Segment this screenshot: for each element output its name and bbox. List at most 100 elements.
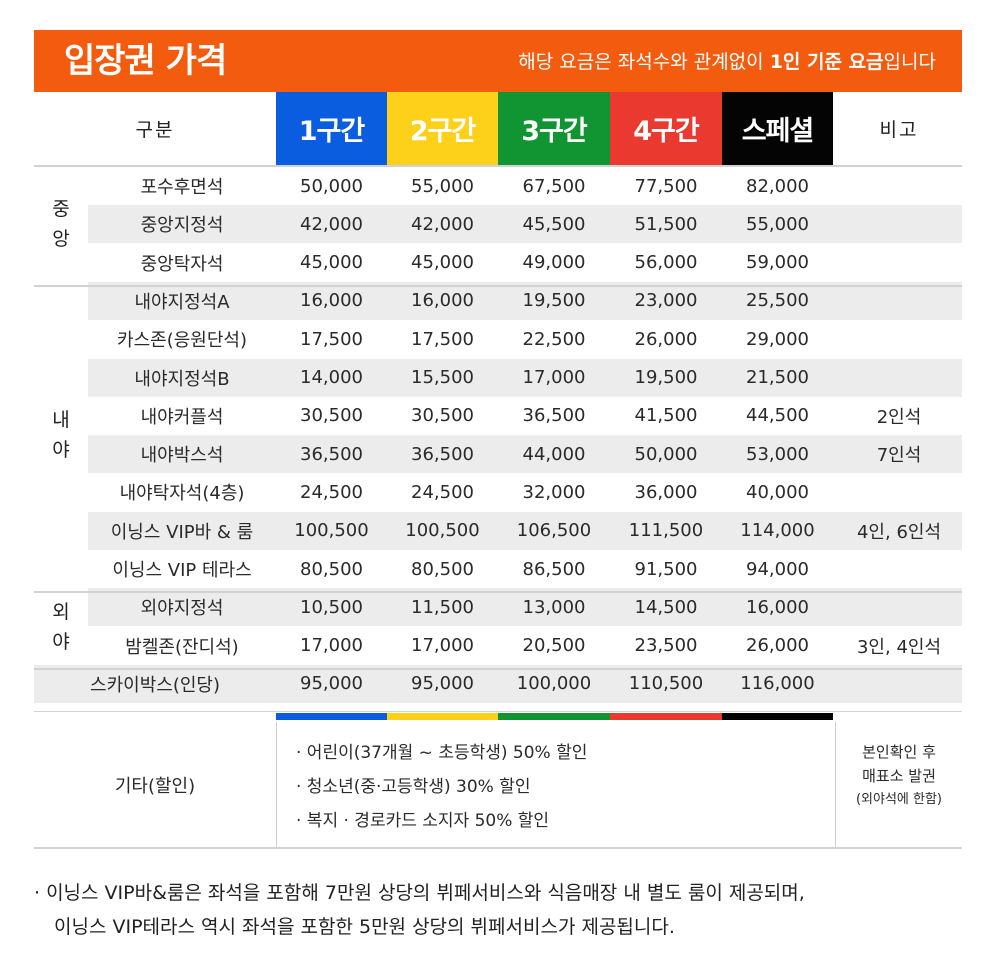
price-cell: 21,500 <box>746 367 809 388</box>
seat-name: 내야커플석 <box>140 406 224 428</box>
price-cell: 44,500 <box>746 405 809 427</box>
price-cell: 26,000 <box>746 635 809 657</box>
seat-name: 내야지정석A <box>134 291 230 313</box>
price-cell: 30,500 <box>411 405 474 427</box>
misc-label: 기타(할인) <box>114 775 196 797</box>
remark-cell <box>836 244 962 282</box>
discount-list: · 어린이(37개월 ~ 초등학생) 50% 할인 · 청소년(중·고등학생) … <box>296 736 587 838</box>
seat-name: 내야박스석 <box>140 445 224 467</box>
column-header-zone-2: 2구간 <box>387 92 498 165</box>
price-cell: 100,500 <box>294 520 369 542</box>
price-cell: 116,000 <box>740 673 815 695</box>
price-cell: 19,500 <box>634 367 698 388</box>
price-cell: 91,500 <box>634 558 698 580</box>
divider <box>34 591 962 593</box>
zone-color-bar <box>722 713 833 720</box>
group-label-text: 내야 <box>52 409 70 462</box>
price-cell: 26,000 <box>634 328 698 350</box>
discount-remark-line1: 본인확인 후 <box>862 743 936 761</box>
price-cell: 77,500 <box>634 175 698 197</box>
seat-name: 스카이박스(인당) <box>90 674 220 696</box>
price-cell: 45,500 <box>522 213 586 235</box>
price-cell: 23,000 <box>634 290 698 312</box>
group-label: 내야 <box>34 282 88 588</box>
row-background <box>88 205 962 244</box>
price-cell: 55,000 <box>411 175 474 197</box>
group-label-text: 외야 <box>52 600 70 653</box>
price-cell: 42,000 <box>411 213 474 235</box>
price-cell: 56,000 <box>634 252 698 274</box>
price-cell: 45,000 <box>300 252 363 274</box>
price-cell: 36,000 <box>634 481 698 503</box>
seat-name: 이닝스 VIP 테라스 <box>112 560 252 581</box>
column-header-zone-1: 1구간 <box>276 92 387 165</box>
discount-item-youth: · 청소년(중·고등학생) 30% 할인 <box>296 777 531 797</box>
group-label: 외야 <box>34 588 88 665</box>
price-cell: 14,500 <box>634 596 698 618</box>
price-cell: 25,500 <box>746 290 809 312</box>
discount-item-child: · 어린이(37개월 ~ 초등학생) 50% 할인 <box>296 743 588 763</box>
remark-cell <box>836 167 962 205</box>
price-header-bar: 입장권 가격 해당 요금은 좌석수와 관계없이 1인 기준 요금입니다 <box>34 30 962 92</box>
price-cell: 11,500 <box>411 596 474 618</box>
seat-name: 중앙탁자석 <box>140 253 224 275</box>
price-cell: 51,500 <box>634 213 698 235</box>
seat-name: 밤켈존(잔디석) <box>125 636 239 658</box>
price-cell: 10,500 <box>300 596 363 618</box>
price-cell: 16,000 <box>300 290 363 312</box>
header-note-pre: 해당 요금은 좌석수와 관계없이 <box>518 51 770 73</box>
price-cell: 17,000 <box>300 635 363 657</box>
price-cell: 17,000 <box>411 635 474 657</box>
zone-color-bar <box>498 713 610 720</box>
price-cell: 13,000 <box>522 596 586 618</box>
price-cell: 17,500 <box>300 328 363 350</box>
remark-cell: 2인석 <box>876 406 922 428</box>
discount-remark-line2: 매표소 발권 <box>862 767 936 785</box>
row-background <box>88 435 962 474</box>
row-background <box>34 664 962 703</box>
discount-remark: 본인확인 후 매표소 발권 (외야석에 한함) <box>836 740 962 812</box>
header-note: 해당 요금은 좌석수와 관계없이 1인 기준 요금입니다 <box>518 48 936 76</box>
divider <box>34 165 962 167</box>
remark-cell <box>836 588 962 626</box>
price-cell: 50,000 <box>300 175 363 197</box>
price-cell: 82,000 <box>746 175 809 197</box>
remark-cell: 3인, 4인석 <box>856 636 942 658</box>
remark-cell <box>836 320 962 358</box>
price-cell: 36,500 <box>522 405 586 427</box>
column-header-zone-3: 3구간 <box>498 92 610 165</box>
remark-cell <box>836 473 962 511</box>
row-background <box>88 588 962 627</box>
seat-name: 이닝스 VIP바 & 룸 <box>110 521 254 543</box>
price-cell: 45,000 <box>411 252 474 274</box>
seat-name: 내야탁자석(4층) <box>119 483 245 505</box>
divider <box>34 847 962 849</box>
column-header-category: 구분 <box>135 119 175 141</box>
price-cell: 16,000 <box>746 596 809 618</box>
price-cell: 24,500 <box>300 481 363 503</box>
price-cell: 50,000 <box>634 443 698 465</box>
zone-color-bar <box>276 713 387 720</box>
discount-remark-line3: (외야석에 한함) <box>855 792 943 807</box>
divider <box>34 711 962 712</box>
price-cell: 94,000 <box>746 558 809 580</box>
footnote-line-1: · 이닝스 VIP바&룸은 좌석을 포함해 7만원 상당의 뷔페서비스와 식음매… <box>34 882 805 904</box>
price-cell: 14,000 <box>300 367 363 388</box>
price-cell: 23,500 <box>634 635 698 657</box>
price-cell: 110,500 <box>628 673 704 695</box>
seat-name: 외야지정석 <box>140 598 224 620</box>
remark-cell <box>836 550 962 588</box>
price-cell: 41,500 <box>634 405 698 427</box>
page-title: 입장권 가격 <box>64 41 227 81</box>
price-cell: 15,500 <box>411 367 474 388</box>
price-cell: 49,000 <box>522 252 586 274</box>
price-cell: 95,000 <box>300 673 363 695</box>
remark-cell <box>836 665 962 703</box>
price-cell: 32,000 <box>522 481 586 503</box>
price-cell: 30,500 <box>300 405 363 427</box>
price-cell: 100,500 <box>405 520 480 542</box>
price-cell: 36,500 <box>411 443 474 465</box>
price-cell: 40,000 <box>746 481 809 503</box>
remark-cell <box>836 205 962 243</box>
group-label: 중앙 <box>34 167 88 282</box>
